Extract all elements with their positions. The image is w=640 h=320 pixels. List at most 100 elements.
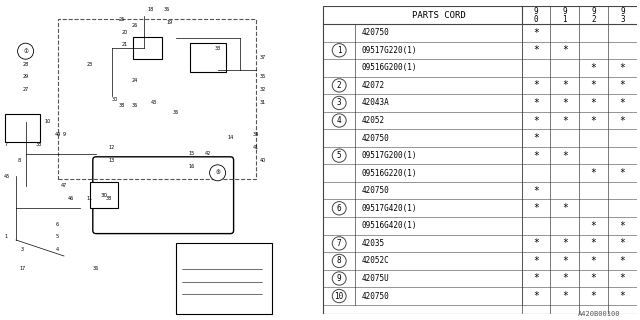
Text: 36: 36	[163, 7, 170, 12]
Text: 9
3: 9 3	[620, 6, 625, 24]
Text: *: *	[620, 256, 625, 266]
Text: *: *	[591, 256, 596, 266]
Text: *: *	[533, 274, 539, 284]
Text: 41: 41	[253, 145, 259, 150]
Text: *: *	[533, 256, 539, 266]
Text: 6: 6	[337, 204, 342, 213]
Text: PARTS CORD: PARTS CORD	[412, 11, 465, 20]
Circle shape	[18, 43, 34, 59]
Text: 8: 8	[18, 157, 20, 163]
Text: 32: 32	[259, 87, 266, 92]
Text: 44: 44	[54, 132, 61, 137]
Text: 09517G200(1): 09517G200(1)	[362, 151, 417, 160]
Text: 38: 38	[35, 141, 42, 147]
Text: 42: 42	[205, 151, 211, 156]
Text: 42035: 42035	[362, 239, 385, 248]
Text: *: *	[533, 45, 539, 55]
Text: 47: 47	[61, 183, 67, 188]
Circle shape	[332, 114, 346, 127]
Text: 31: 31	[259, 100, 266, 105]
Text: 27: 27	[22, 87, 29, 92]
Text: 7: 7	[5, 141, 8, 147]
Text: *: *	[591, 116, 596, 125]
Circle shape	[332, 79, 346, 92]
Text: *: *	[620, 274, 625, 284]
Text: 420750: 420750	[362, 28, 389, 37]
Text: 9
2: 9 2	[591, 6, 596, 24]
Circle shape	[210, 165, 226, 181]
Text: 19: 19	[166, 20, 173, 25]
Text: 13: 13	[109, 157, 115, 163]
Text: 2: 2	[337, 81, 342, 90]
Text: 09516G420(1): 09516G420(1)	[362, 221, 417, 230]
Text: 28: 28	[22, 61, 29, 67]
Text: *: *	[591, 63, 596, 73]
Text: ⑤: ⑤	[215, 170, 220, 175]
Text: *: *	[562, 45, 568, 55]
Text: 45: 45	[3, 173, 10, 179]
Text: 42075U: 42075U	[362, 274, 389, 283]
FancyBboxPatch shape	[5, 114, 40, 142]
Text: *: *	[533, 133, 539, 143]
Text: *: *	[562, 238, 568, 248]
Text: 3: 3	[337, 99, 342, 108]
Text: *: *	[562, 203, 568, 213]
Text: *: *	[533, 116, 539, 125]
Text: *: *	[533, 238, 539, 248]
Text: 9: 9	[337, 274, 342, 283]
Text: *: *	[591, 168, 596, 178]
Bar	[90, 182, 118, 208]
Text: 18: 18	[147, 7, 154, 12]
Text: 10: 10	[335, 292, 344, 300]
Text: 420750: 420750	[362, 292, 389, 300]
Text: ①: ①	[23, 49, 28, 54]
Text: 3: 3	[21, 247, 24, 252]
Text: *: *	[562, 116, 568, 125]
Circle shape	[332, 202, 346, 215]
FancyBboxPatch shape	[133, 37, 161, 59]
Text: A420B00100: A420B00100	[579, 311, 621, 317]
Text: *: *	[620, 80, 625, 90]
Text: 9
0: 9 0	[534, 6, 538, 24]
Text: *: *	[533, 291, 539, 301]
Text: 38: 38	[106, 196, 112, 201]
Text: *: *	[620, 98, 625, 108]
Text: *: *	[591, 98, 596, 108]
Text: 42052: 42052	[362, 116, 385, 125]
Text: *: *	[620, 116, 625, 125]
Text: 29: 29	[22, 74, 29, 79]
Text: 43: 43	[150, 100, 157, 105]
Text: *: *	[562, 80, 568, 90]
Text: *: *	[620, 168, 625, 178]
Text: *: *	[591, 80, 596, 90]
Text: 9
1: 9 1	[563, 6, 567, 24]
Bar	[176, 243, 272, 314]
Text: 09516G200(1): 09516G200(1)	[362, 63, 417, 72]
Circle shape	[332, 149, 346, 162]
Text: *: *	[562, 151, 568, 161]
Text: 5: 5	[56, 234, 59, 239]
Text: 46: 46	[67, 196, 74, 201]
Circle shape	[332, 237, 346, 250]
Text: *: *	[591, 274, 596, 284]
Text: 38: 38	[118, 103, 125, 108]
Text: 36: 36	[131, 103, 138, 108]
Text: 35: 35	[259, 74, 266, 79]
Text: *: *	[562, 274, 568, 284]
Text: *: *	[591, 221, 596, 231]
Text: 9: 9	[63, 132, 65, 137]
Text: 12: 12	[109, 145, 115, 150]
Text: 15: 15	[189, 151, 195, 156]
Text: 4: 4	[337, 116, 342, 125]
Text: 34: 34	[253, 132, 259, 137]
Text: 09517G420(1): 09517G420(1)	[362, 204, 417, 213]
Text: 26: 26	[131, 23, 138, 28]
Text: *: *	[533, 151, 539, 161]
Text: *: *	[620, 238, 625, 248]
Text: 21: 21	[122, 42, 128, 47]
Text: 6: 6	[56, 221, 59, 227]
Text: 36: 36	[173, 109, 179, 115]
Text: *: *	[620, 63, 625, 73]
Text: 1: 1	[5, 234, 8, 239]
Text: *: *	[533, 98, 539, 108]
